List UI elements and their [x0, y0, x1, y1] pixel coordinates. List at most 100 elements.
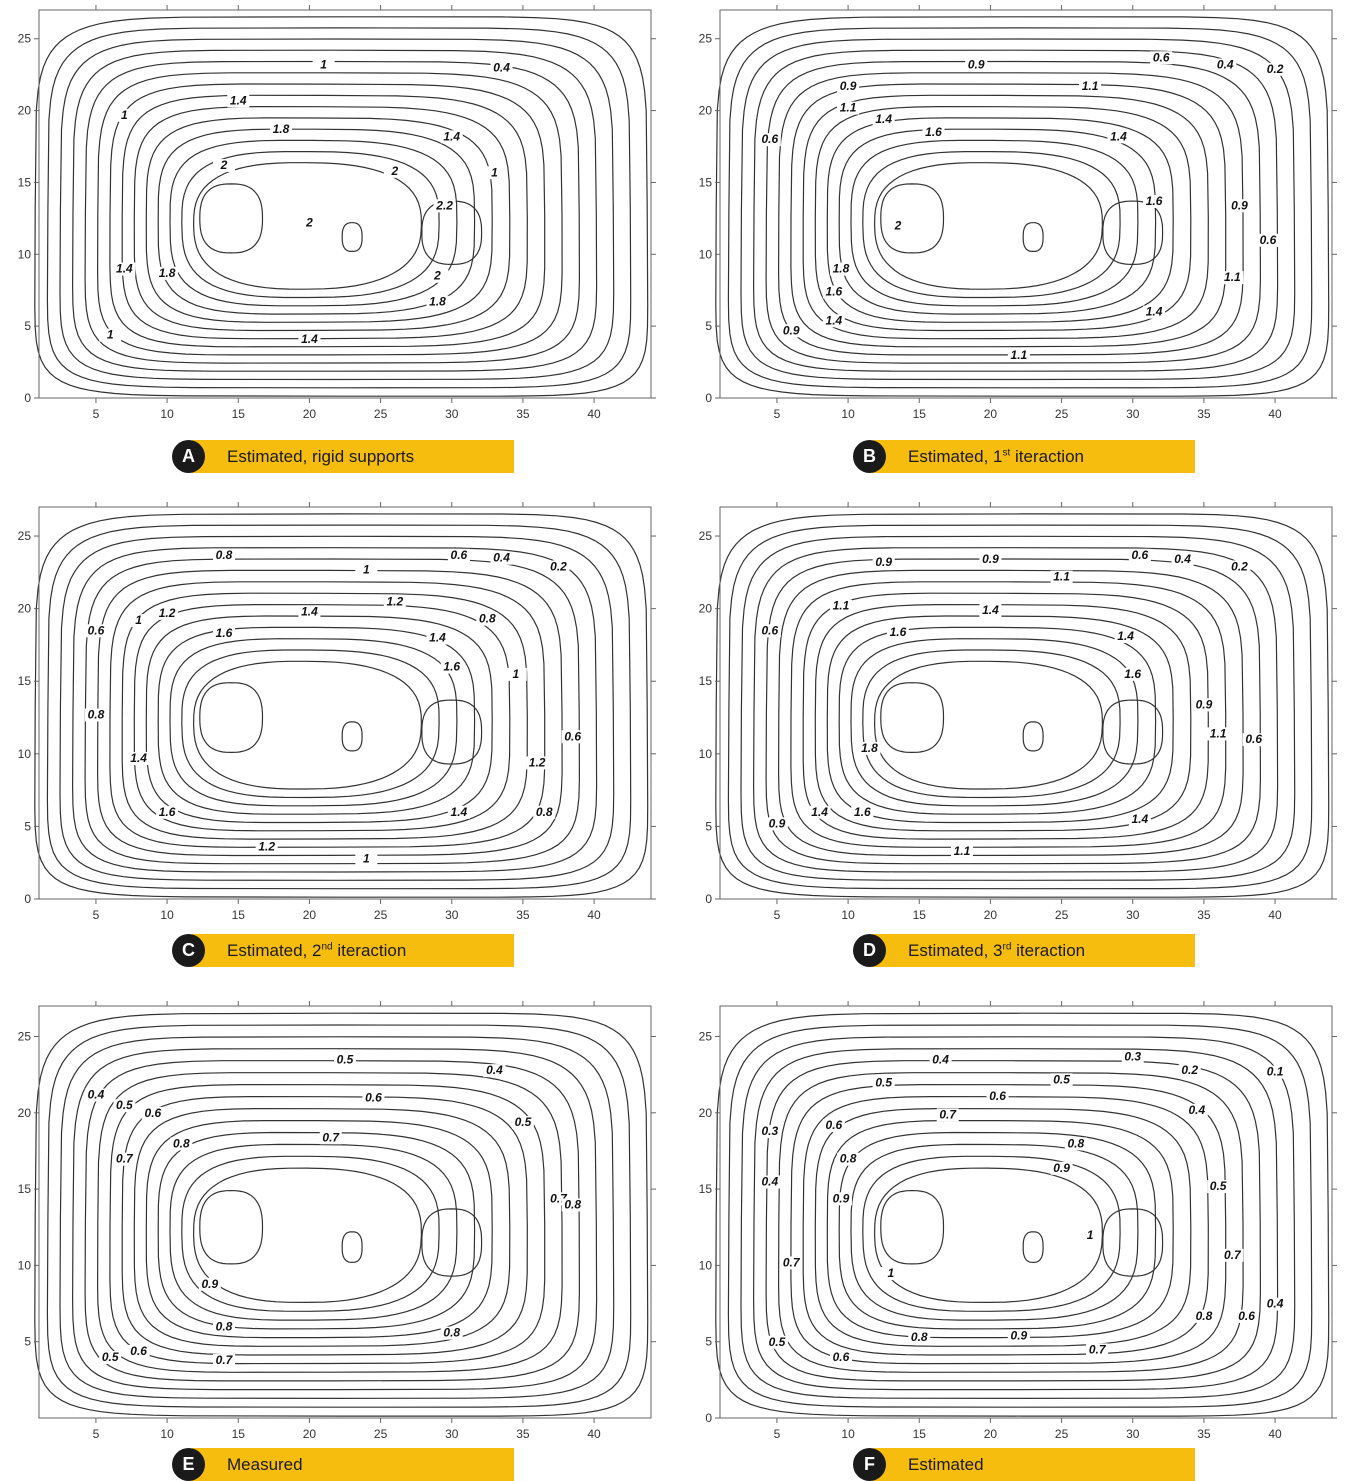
contour-label-bg [829, 1192, 852, 1206]
contour-line [727, 27, 1313, 389]
y-tick-label: 25 [18, 1030, 32, 1044]
caption-text: Estimated [908, 1448, 984, 1481]
contour-label-bg [858, 741, 881, 755]
caption-main: Estimated, 1 [908, 447, 1003, 466]
contour-line [765, 60, 1262, 364]
y-tick-label: 10 [699, 1258, 713, 1272]
contour-label-bg [213, 1354, 236, 1368]
contour-label-bg [922, 126, 945, 140]
x-tick-label: 40 [587, 908, 601, 922]
y-tick-label: 0 [705, 391, 712, 405]
contour-line [862, 151, 1121, 299]
contour-line [145, 615, 493, 824]
contour-label-bg [1121, 1050, 1144, 1064]
contour-label-bg [979, 553, 1002, 567]
contour-label: 0.9 [783, 323, 800, 337]
contour-peak [341, 1231, 363, 1264]
contour-line [802, 592, 1209, 840]
contour-label: 1.1 [1053, 570, 1070, 584]
contour-line [192, 1167, 423, 1304]
contour-label-bg [1228, 199, 1251, 213]
contour-line [59, 535, 615, 881]
x-tick-label: 35 [1197, 407, 1211, 421]
contour-label: 1.4 [811, 805, 828, 819]
contour-label-bg [1143, 305, 1166, 319]
y-tick-label: 0 [24, 892, 31, 906]
contour-label: 1.6 [826, 285, 843, 299]
contour-label-bg [355, 852, 378, 866]
contour-label: 1.4 [982, 603, 999, 617]
contour-label-bg [298, 605, 321, 619]
contour-line [873, 660, 1104, 790]
contour-label: 2 [220, 158, 228, 172]
x-tick-label: 30 [1126, 407, 1140, 421]
contour-label-bg [490, 61, 513, 75]
y-tick-label: 15 [699, 674, 713, 688]
contour-label: 0.4 [493, 60, 510, 74]
x-tick-label: 35 [1197, 1427, 1211, 1441]
contour-label: 0.8 [88, 708, 105, 722]
contour-label: 0.9 [1196, 697, 1213, 711]
y-tick-label: 25 [699, 1030, 713, 1044]
contour-line [862, 649, 1121, 799]
contour-line [34, 16, 649, 397]
contour-label: 0.5 [102, 1350, 119, 1364]
contour-label-bg [533, 805, 556, 819]
contour-panel-f: 5 10 15 20 25 30 35 40 0 5 10 15 20 25 0.4 0.3 0.2 0.1 0.5… [681, 986, 1362, 1481]
contour-label-bg [929, 1053, 952, 1067]
contour-label-bg [383, 164, 406, 178]
contour-label: 0.7 [783, 1255, 801, 1269]
contour-label-bg [426, 269, 449, 283]
y-tick-label: 0 [705, 1411, 712, 1425]
x-tick-label: 15 [913, 1427, 927, 1441]
contour-label-bg [1221, 271, 1244, 285]
y-tick-label: 5 [24, 1335, 31, 1349]
contour-line [826, 1120, 1174, 1339]
contour-line [109, 83, 546, 348]
contour-line [838, 626, 1157, 815]
contour-label: 2 [433, 269, 441, 283]
contour-line [145, 117, 493, 323]
contour-label: 1.6 [890, 625, 907, 639]
contour-label: 0.8 [479, 612, 496, 626]
y-tick-label: 20 [18, 1106, 32, 1120]
caption-superscript: rd [1002, 941, 1012, 953]
contour-label: 0.6 [365, 1091, 382, 1105]
contour-line [157, 128, 476, 315]
contour-label-bg [1114, 630, 1137, 644]
contour-line [71, 1048, 598, 1391]
contour-line [715, 16, 1330, 397]
contour-label-bg [490, 551, 513, 565]
contour-label: 1.8 [861, 741, 878, 755]
x-tick-label: 40 [1268, 908, 1282, 922]
caption-bar [192, 934, 514, 967]
contour-label-bg [837, 1152, 860, 1166]
x-tick-label: 10 [160, 908, 174, 922]
contour-label-bg [84, 1088, 107, 1102]
contour-label: 0.3 [1124, 1049, 1141, 1063]
contour-label-bg [440, 130, 463, 144]
contour-panel-d: 5 10 15 20 25 30 35 40 0 5 10 15 20 25 0.9 0.9 0.6 0.4 0.2… [681, 493, 1362, 986]
contour-label: 1.4 [429, 631, 446, 645]
contour-line [181, 1155, 440, 1312]
contour-label-bg [872, 113, 895, 127]
contour-plot: 5 10 15 20 25 30 35 40 0 5 10 15 20 25 0.6 0.4 0.2 0.9 0.9… [699, 5, 1337, 421]
x-tick-label: 15 [913, 908, 927, 922]
contour-label-bg [822, 1119, 845, 1133]
contour-line [169, 638, 458, 807]
contour-label-bg [269, 123, 292, 137]
contour-label: 1.4 [826, 313, 843, 327]
contour-label-bg [1264, 62, 1287, 76]
contour-label: 0.1 [1267, 1065, 1284, 1079]
contour-label: 0.4 [932, 1052, 949, 1066]
x-tick-label: 5 [774, 407, 781, 421]
contour-label: 0.6 [88, 623, 105, 637]
contour-lines [715, 16, 1330, 397]
x-tick-label: 10 [160, 407, 174, 421]
caption-main: Measured [227, 1455, 303, 1474]
contour-line [133, 603, 511, 832]
contour-label-bg [872, 1076, 895, 1090]
contour-label-bg [440, 1326, 463, 1340]
contour-label: 0.5 [875, 1075, 892, 1089]
contour-label: 1.6 [443, 660, 460, 674]
